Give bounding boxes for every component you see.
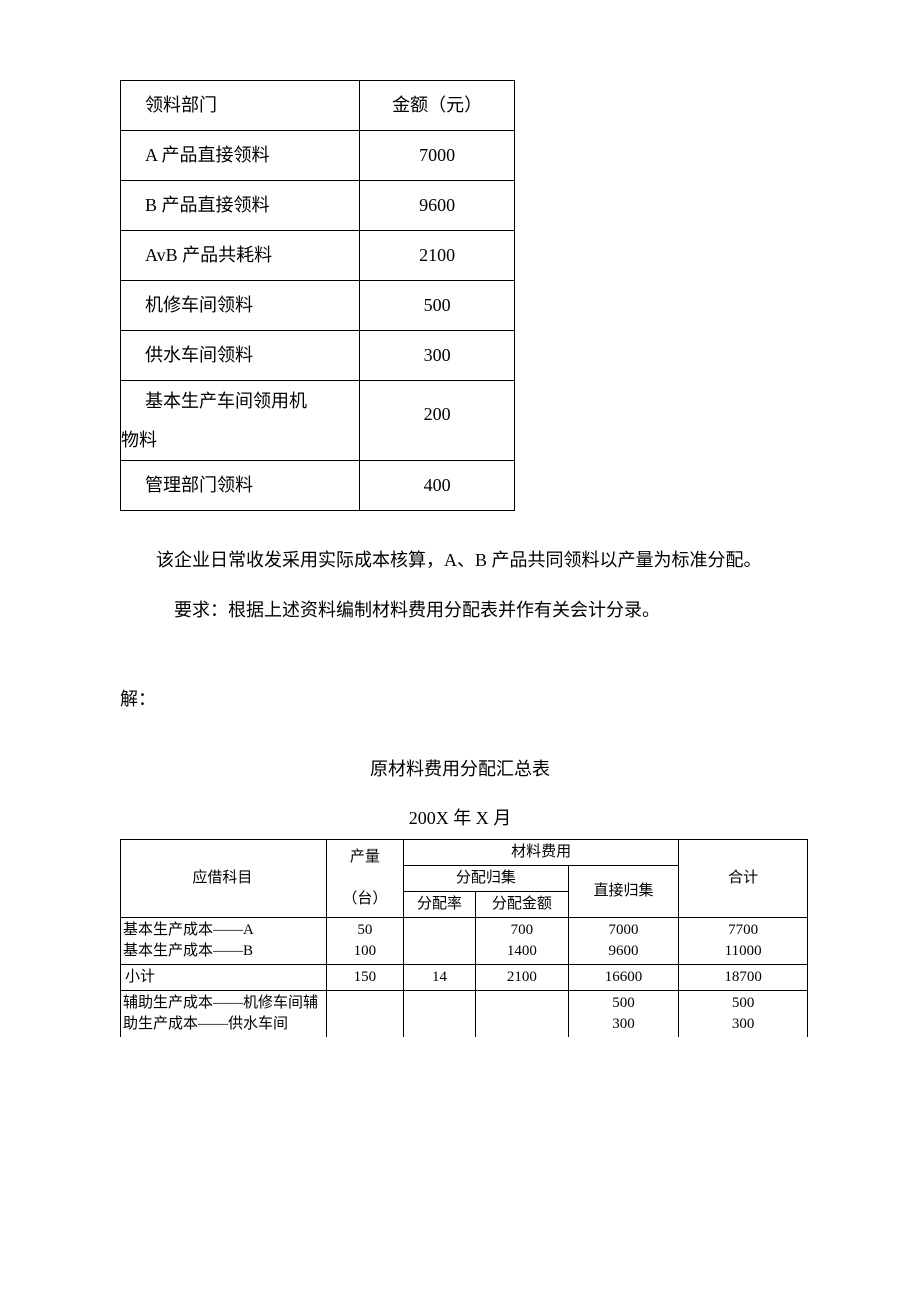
header-alloc-group: 分配归集 xyxy=(404,865,569,891)
table-row: 供水车间领料 300 xyxy=(121,331,515,381)
alloc-amount-cell: 7001400 xyxy=(476,917,569,964)
header-alloc-amount: 分配金额 xyxy=(476,891,569,917)
header-output: 产量 （台） xyxy=(326,839,403,917)
dept-cell: 基本生产车间领用机物料 xyxy=(121,381,360,461)
table-row: 基本生产车间领用机物料 200 xyxy=(121,381,515,461)
output-cell: 50100 xyxy=(326,917,403,964)
direct-cell: 16600 xyxy=(568,964,679,990)
header-subject: 应借科目 xyxy=(121,839,327,917)
col-header-department: 领料部门 xyxy=(121,81,360,131)
amount-cell: 9600 xyxy=(360,181,515,231)
table-row: AvB 产品共耗料 2100 xyxy=(121,231,515,281)
alloc-amount-cell xyxy=(476,990,569,1037)
table-row: 管理部门领料 400 xyxy=(121,461,515,511)
col-header-amount: 金额（元） xyxy=(360,81,515,131)
amount-cell: 7000 xyxy=(360,131,515,181)
table-row: 基本生产成本——A基本生产成本——B50100 70014007000960077… xyxy=(121,917,808,964)
subject-cell: 基本生产成本——A基本生产成本——B xyxy=(121,917,327,964)
header-material-cost: 材料费用 xyxy=(404,839,679,865)
total-cell: 18700 xyxy=(679,964,808,990)
table-row: B 产品直接领料 9600 xyxy=(121,181,515,231)
header-alloc-rate: 分配率 xyxy=(404,891,476,917)
header-direct-group: 直接归集 xyxy=(568,865,679,917)
subject-cell: 小计 xyxy=(121,964,327,990)
table-row: 小计1501421001660018700 xyxy=(121,964,808,990)
dept-cell: 机修车间领料 xyxy=(121,281,360,331)
amount-cell: 400 xyxy=(360,461,515,511)
dept-cell: 管理部门领料 xyxy=(121,461,360,511)
total-cell: 500300 xyxy=(679,990,808,1037)
amount-cell: 200 xyxy=(360,381,515,461)
rate-cell xyxy=(404,990,476,1037)
dept-cell: 供水车间领料 xyxy=(121,331,360,381)
output-cell xyxy=(326,990,403,1037)
paragraph-description: 该企业日常收发采用实际成本核算，A、B 产品共同领料以产量为标准分配。 xyxy=(120,541,800,581)
table-row: A 产品直接领料 7000 xyxy=(121,131,515,181)
dept-cell: A 产品直接领料 xyxy=(121,131,360,181)
direct-cell: 70009600 xyxy=(568,917,679,964)
rate-cell xyxy=(404,917,476,964)
paragraph-requirement: 要求：根据上述资料编制材料费用分配表并作有关会计分录。 xyxy=(120,591,800,631)
solution-label: 解： xyxy=(120,680,800,720)
direct-cell: 500300 xyxy=(568,990,679,1037)
table-row: 辅助生产成本——机修车间辅助生产成本——供水车间 500300500300 xyxy=(121,990,808,1037)
dept-cell: AvB 产品共耗料 xyxy=(121,231,360,281)
summary-table-date: 200X 年 X 月 xyxy=(120,799,800,839)
allocation-summary-table: 应借科目 产量 （台） 材料费用 合计 分配归集 直接归集 分配率 分配金额 基… xyxy=(120,839,808,1037)
dept-cell: B 产品直接领料 xyxy=(121,181,360,231)
total-cell: 770011000 xyxy=(679,917,808,964)
amount-cell: 300 xyxy=(360,331,515,381)
table-row: 机修车间领料 500 xyxy=(121,281,515,331)
output-cell: 150 xyxy=(326,964,403,990)
amount-cell: 500 xyxy=(360,281,515,331)
amount-cell: 2100 xyxy=(360,231,515,281)
materials-table: 领料部门 金额（元） A 产品直接领料 7000 B 产品直接领料 9600 A… xyxy=(120,80,515,511)
rate-cell: 14 xyxy=(404,964,476,990)
subject-cell: 辅助生产成本——机修车间辅助生产成本——供水车间 xyxy=(121,990,327,1037)
header-total: 合计 xyxy=(679,839,808,917)
alloc-amount-cell: 2100 xyxy=(476,964,569,990)
summary-table-title: 原材料费用分配汇总表 xyxy=(120,750,800,790)
